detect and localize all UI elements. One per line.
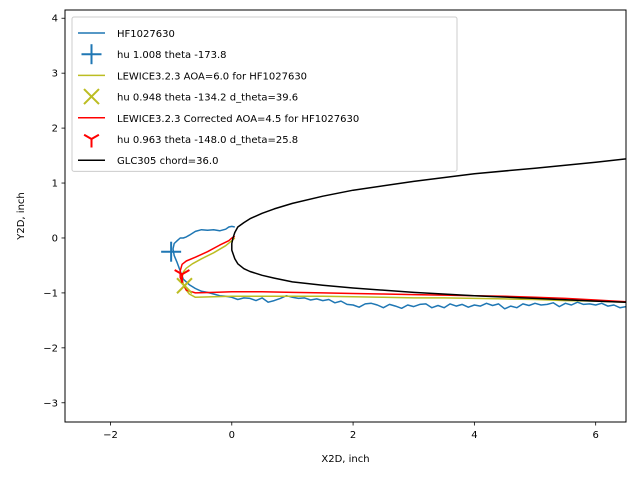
x-tick-label: 2 (350, 430, 356, 441)
legend: HF1027630 hu 1.008 theta -173.8 LEWICE3.2.… (71, 16, 458, 172)
legend-label: HF1027630 (117, 29, 175, 40)
series-marker-3-0 (176, 277, 193, 294)
legend-swatch-marker (83, 133, 100, 148)
legend-entry: hu 0.963 theta -148.0 d_theta=25.8 (83, 133, 298, 148)
legend-entry: hu 1.008 theta -173.8 (81, 44, 227, 65)
x-tick-label: 6 (592, 430, 598, 441)
y-tick-label: 3 (52, 69, 58, 80)
legend-label: hu 0.948 theta -134.2 d_theta=39.6 (117, 93, 298, 104)
legend-label: GLC305 chord=36.0 (117, 156, 218, 167)
x-tick-label: 4 (471, 430, 477, 441)
plot-frame (64, 9, 627, 423)
legend-entry: HF1027630 (78, 29, 175, 40)
series-line-6 (231, 158, 626, 303)
series-marker-5-0 (174, 269, 190, 283)
legend-entry: LEWICE3.2.3 Corrected AOA=4.5 for HF1027… (78, 114, 359, 125)
series-marker-1-0 (161, 241, 182, 262)
y-tick-label: −2 (43, 343, 58, 354)
legend-swatch-marker (83, 88, 100, 105)
x-tick-label: −2 (103, 430, 118, 441)
y-axis-label: Y2D, inch (16, 192, 27, 240)
legend-swatch-marker (81, 44, 102, 65)
y-tick-label: 2 (52, 124, 58, 135)
y-tick-label: −3 (43, 398, 58, 409)
plot-markers (161, 241, 193, 294)
y-tick-label: −1 (43, 288, 58, 299)
legend-entry: LEWICE3.2.3 AOA=6.0 for HF1027630 (78, 71, 307, 82)
legend-label: hu 0.963 theta -148.0 d_theta=25.8 (117, 135, 298, 146)
legend-entry: GLC305 chord=36.0 (78, 156, 218, 167)
legend-label: LEWICE3.2.3 Corrected AOA=4.5 for HF1027… (117, 114, 359, 125)
y-tick-label: 4 (52, 14, 58, 25)
legend-label: LEWICE3.2.3 AOA=6.0 for HF1027630 (117, 71, 307, 82)
legend-entry: hu 0.948 theta -134.2 d_theta=39.6 (83, 88, 298, 105)
x-tick-label: 0 (229, 430, 235, 441)
y-axis-ticks: −3 −2 −1 0 1 2 3 4 (43, 14, 65, 409)
legend-frame (71, 16, 458, 172)
x-axis-ticks: −2 0 2 4 6 (103, 422, 599, 441)
legend-label: hu 1.008 theta -173.8 (117, 50, 227, 61)
x-axis-label: X2D, inch (321, 454, 369, 465)
series-line-2 (181, 237, 626, 303)
y-tick-label: 1 (52, 179, 58, 190)
y-tick-label: 0 (52, 233, 58, 244)
